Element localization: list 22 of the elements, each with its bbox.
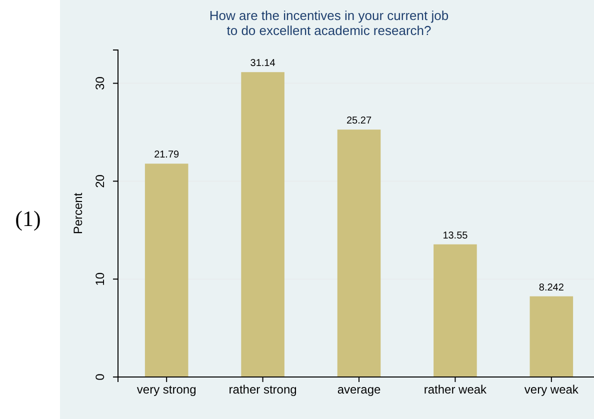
x-tick-label: rather strong — [228, 382, 297, 397]
bar — [434, 244, 477, 377]
data-label: 21.79 — [154, 150, 180, 161]
data-label: 31.14 — [250, 58, 276, 70]
bar — [530, 296, 574, 377]
x-tick-label: rather weak — [424, 382, 488, 397]
y-axis-title: Percent — [71, 192, 85, 234]
y-tick-label: 0 — [93, 373, 107, 380]
chart-title: How are the incentives in your current job to do excellent academic research? — [209, 8, 449, 38]
data-label: 13.55 — [442, 230, 468, 242]
x-tick-label: average — [337, 382, 382, 397]
y-tick-label: 10 — [93, 272, 107, 286]
data-label: 8.242 — [538, 282, 564, 294]
x-tick-label: very strong — [136, 382, 196, 397]
x-tick-label: very weak — [524, 382, 580, 397]
data-label: 25.27 — [346, 116, 372, 127]
bar — [241, 72, 284, 377]
y-tick-label: 20 — [93, 174, 107, 188]
bar — [337, 130, 381, 377]
text: (1) — [15, 206, 41, 231]
bar — [144, 164, 188, 377]
y-tick-label: 30 — [93, 76, 107, 90]
